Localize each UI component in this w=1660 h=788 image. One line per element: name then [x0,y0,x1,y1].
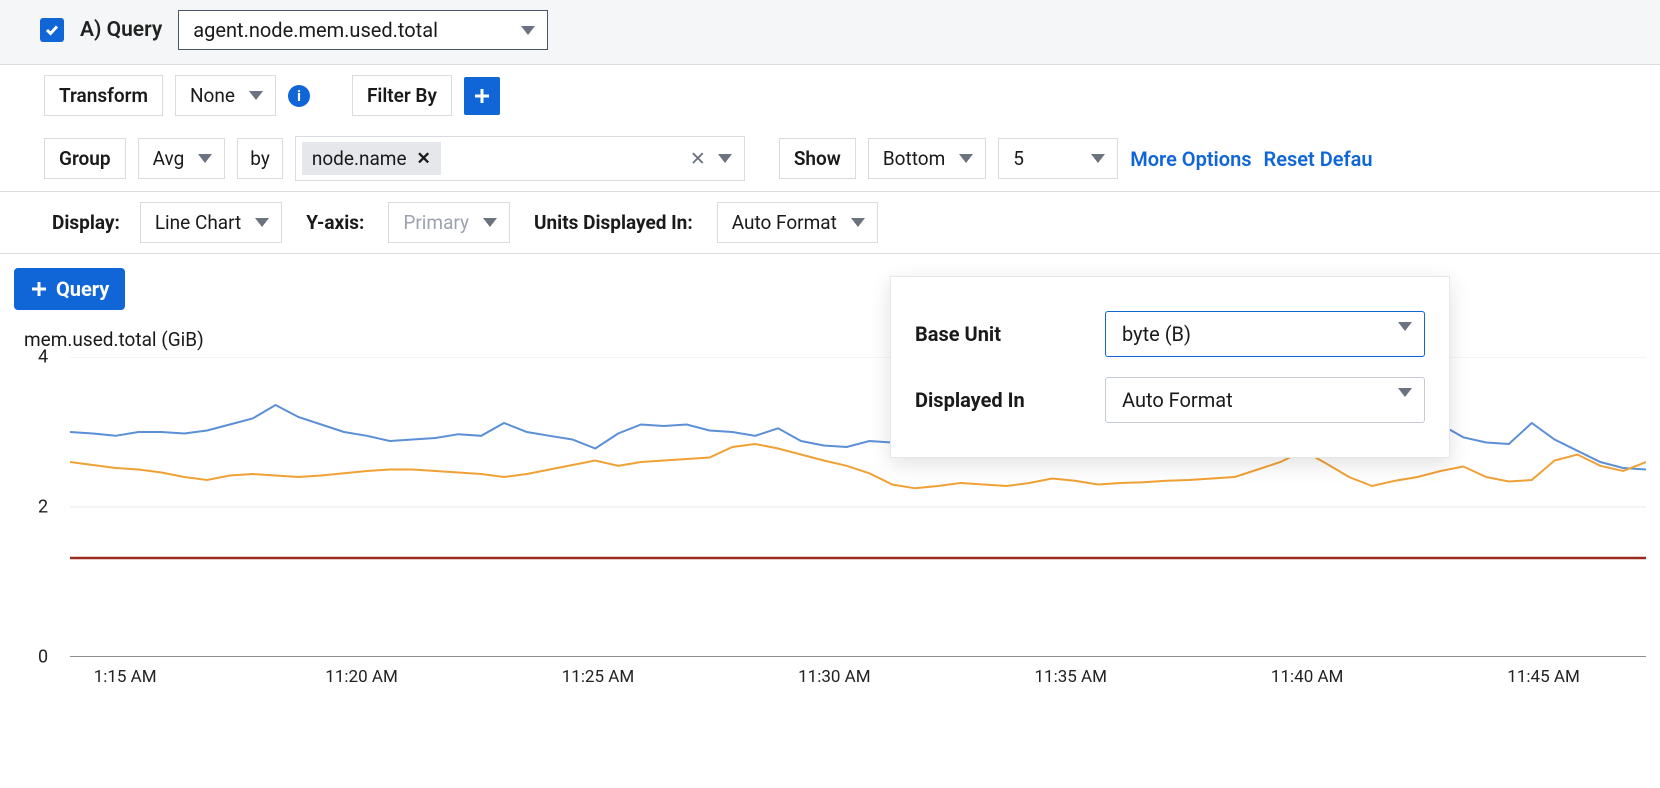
tag-label: node.name [312,147,407,170]
metric-select-value: agent.node.mem.used.total [193,18,438,42]
display-row: Display: Line Chart Y-axis: Primary Unit… [0,191,1660,254]
transform-row: Transform None i Filter By [0,65,1660,126]
yaxis-label: Y-axis: [294,203,376,242]
y-tick-label: 4 [38,347,48,368]
x-tick-label: 11:25 AM [562,667,634,687]
transform-value: None [190,84,235,107]
clear-icon[interactable]: ✕ [690,147,706,170]
aggregation-select[interactable]: Avg [138,138,226,179]
display-type-select[interactable]: Line Chart [140,202,282,243]
transform-select[interactable]: None [175,75,276,116]
chevron-down-icon [198,154,212,163]
chevron-down-icon [1091,154,1105,163]
group-by-tag: node.name ✕ [302,142,441,175]
x-tick-label: 11:45 AM [1507,667,1579,687]
yaxis-value: Primary [403,211,469,234]
show-count-value: 5 [1013,147,1024,170]
units-select[interactable]: Auto Format [717,202,878,243]
group-label: Group [44,138,126,179]
units-popover: Base Unit byte (B) Displayed In Auto For… [890,276,1450,458]
displayed-in-value: Auto Format [1122,388,1233,412]
displayed-in-select[interactable]: Auto Format [1105,377,1425,423]
x-tick-label: 11:30 AM [798,667,870,687]
chevron-down-icon [249,91,263,100]
display-label: Display: [44,203,128,242]
chevron-down-icon [959,154,973,163]
query-enabled-checkbox[interactable] [40,18,64,42]
show-count-select[interactable]: 5 [998,138,1118,179]
chevron-down-icon [1398,388,1412,397]
units-value: Auto Format [732,211,837,234]
aggregation-value: Avg [153,147,185,170]
query-header: A) Query agent.node.mem.used.total [0,0,1660,65]
chevron-down-icon [851,218,865,227]
metric-select[interactable]: agent.node.mem.used.total [178,10,548,50]
info-icon[interactable]: i [288,85,310,107]
group-row: Group Avg by node.name ✕ ✕ Show Bottom 5… [0,126,1660,191]
transform-label: Transform [44,75,163,116]
chevron-down-icon [1398,322,1412,331]
chevron-down-icon [483,218,497,227]
add-filter-button[interactable] [464,77,500,115]
base-unit-value: byte (B) [1122,322,1191,346]
chevron-down-icon [718,154,732,163]
displayed-in-label: Displayed In [915,388,1025,412]
display-type-value: Line Chart [155,211,241,234]
x-tick-label: 11:40 AM [1271,667,1343,687]
remove-tag-icon[interactable]: ✕ [417,149,431,169]
query-label: A) Query [80,18,162,42]
yaxis-select[interactable]: Primary [388,202,510,243]
show-direction-select[interactable]: Bottom [868,138,986,179]
chevron-down-icon [255,218,269,227]
by-label: by [237,138,283,179]
show-label: Show [779,138,856,179]
x-tick-label: 11:20 AM [325,667,397,687]
add-query-label: Query [56,277,109,301]
base-unit-select[interactable]: byte (B) [1105,311,1425,357]
y-tick-label: 2 [38,497,48,518]
add-query-button[interactable]: Query [14,268,125,310]
filter-by-label: Filter By [352,75,452,116]
chevron-down-icon [521,26,535,35]
more-options-link[interactable]: More Options [1130,147,1251,171]
x-tick-label: 1:15 AM [94,667,157,687]
units-label: Units Displayed In: [522,203,705,242]
reset-defaults-link[interactable]: Reset Defau [1264,147,1373,171]
show-direction-value: Bottom [883,147,945,170]
group-by-input[interactable]: node.name ✕ ✕ [295,136,745,181]
y-tick-label: 0 [38,647,48,668]
base-unit-label: Base Unit [915,322,1001,346]
x-tick-label: 11:35 AM [1035,667,1107,687]
